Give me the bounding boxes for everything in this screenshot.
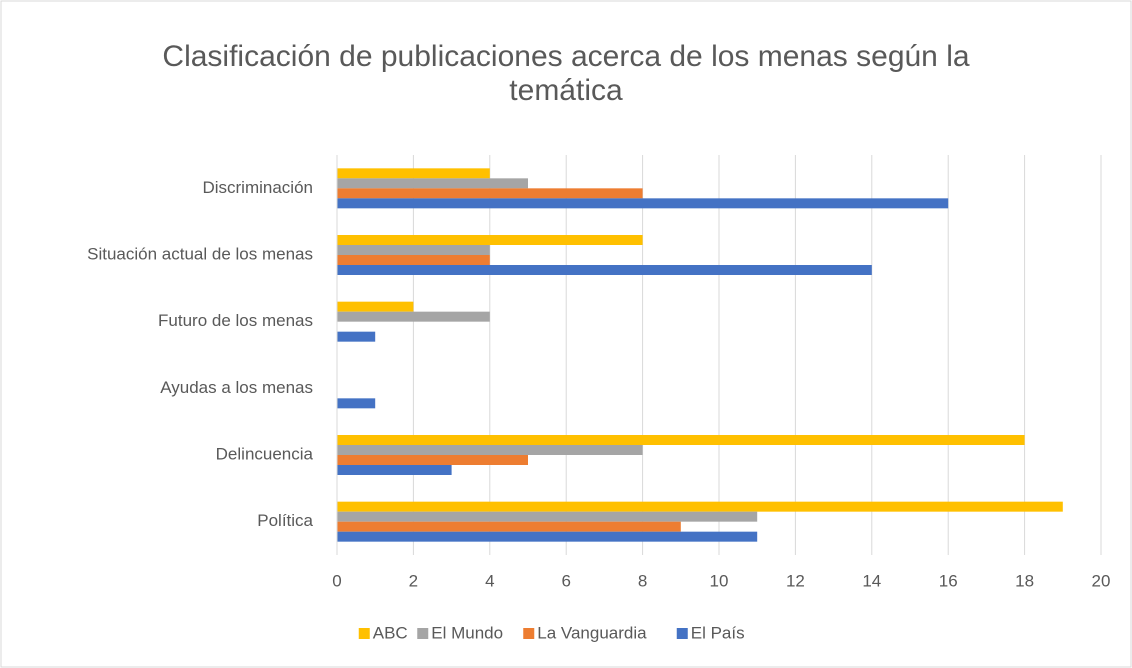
y-tick-label: Situación actual de los menas (87, 244, 313, 263)
bar (337, 398, 376, 409)
y-tick-label: Política (257, 511, 313, 530)
bar (337, 235, 643, 245)
legend-label: La Vanguardia (537, 623, 647, 642)
bar (337, 521, 681, 532)
legend-label: ABC (373, 623, 408, 642)
bar (337, 198, 949, 209)
legend-label: El Mundo (431, 623, 503, 642)
x-tick-label: 8 (638, 571, 647, 590)
x-tick-label: 16 (939, 571, 958, 590)
bar (337, 501, 1063, 512)
y-tick-label: Futuro de los menas (158, 311, 313, 330)
legend-swatch (358, 628, 370, 639)
x-tick-label: 18 (1015, 571, 1034, 590)
x-tick-label: 20 (1092, 571, 1111, 590)
x-tick-label: 6 (561, 571, 570, 590)
bar (337, 311, 490, 322)
bar (337, 265, 872, 275)
bar (337, 435, 1025, 445)
x-tick-label: 12 (786, 571, 805, 590)
y-tick-label: Delincuencia (216, 444, 314, 463)
y-tick-label: Discriminación (202, 178, 313, 197)
bar (337, 178, 528, 189)
legend-swatch (523, 628, 535, 639)
bar (337, 465, 452, 475)
x-tick-label: 0 (332, 571, 341, 590)
legend-label: El País (691, 623, 745, 642)
x-tick-label: 2 (409, 571, 418, 590)
bar (337, 245, 490, 255)
bar (337, 511, 758, 522)
y-tick-label: Ayudas a los menas (160, 378, 313, 397)
bar (337, 331, 376, 342)
bar (337, 255, 490, 265)
x-tick-label: 4 (485, 571, 494, 590)
legend-swatch (417, 628, 429, 639)
chart-title: Clasificación de publicaciones acerca de… (162, 40, 970, 107)
x-tick-label: 14 (862, 571, 881, 590)
bar (337, 168, 490, 179)
bar (337, 301, 414, 312)
bar (337, 188, 643, 199)
bar (337, 445, 643, 455)
bar (337, 531, 758, 542)
bar (337, 455, 528, 465)
legend-swatch (676, 628, 688, 639)
x-tick-label: 10 (710, 571, 729, 590)
